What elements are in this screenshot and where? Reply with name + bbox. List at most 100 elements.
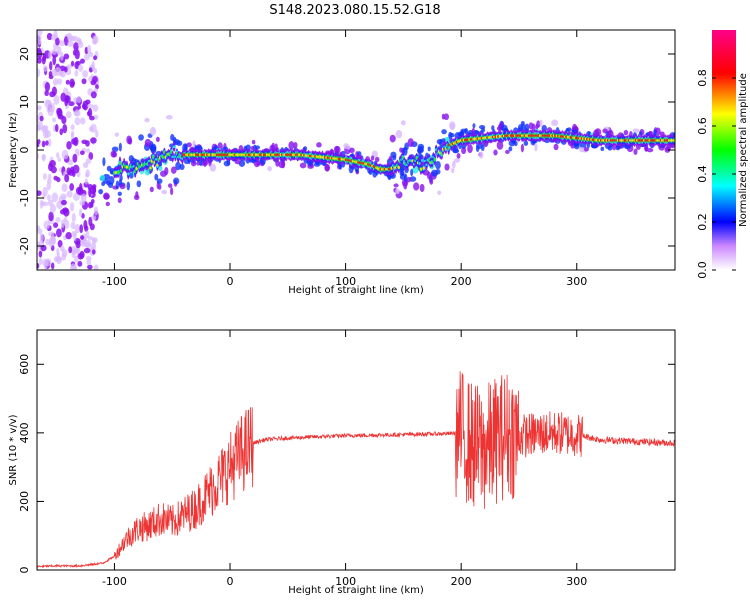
spectrogram-noise-blob bbox=[69, 201, 75, 212]
spectrogram-blob bbox=[170, 187, 174, 196]
spectrogram-ytick-label: -10 bbox=[18, 189, 31, 207]
spectrogram-blob bbox=[324, 164, 331, 172]
spectrogram-blob bbox=[480, 144, 485, 152]
spectrogram-noise-blob bbox=[87, 44, 92, 54]
spectrogram-blob bbox=[370, 155, 375, 161]
spectrogram-noise-blob bbox=[41, 55, 46, 65]
spectrogram-blob bbox=[496, 140, 504, 150]
spectrogram-blob bbox=[456, 153, 461, 159]
spectrogram-noise-blob bbox=[92, 39, 98, 45]
spectrogram-noise-blob bbox=[55, 124, 59, 132]
spectrogram-noise-blob bbox=[49, 204, 57, 213]
spectrogram-noise-blob bbox=[61, 183, 68, 193]
spectrogram-blob bbox=[553, 143, 559, 151]
spectrogram-noise-blob bbox=[43, 220, 50, 230]
spectrogram-blob bbox=[430, 169, 438, 177]
spectrogram-noise-blob bbox=[61, 149, 69, 160]
spectrogram-blob bbox=[135, 191, 139, 198]
snr-ytick-label: 200 bbox=[18, 491, 31, 512]
spectrogram-blob bbox=[167, 183, 173, 188]
spectrogram-noise-blob bbox=[93, 55, 98, 61]
spectrogram-noise-blob bbox=[49, 102, 56, 113]
spectrogram-noise-blob bbox=[37, 33, 42, 41]
spectrogram-blob bbox=[566, 127, 572, 132]
spectrogram-noise-blob bbox=[53, 175, 59, 181]
spectrogram-noise-blob bbox=[86, 148, 91, 154]
spectrogram-noise-blob bbox=[48, 231, 55, 237]
spectrogram-noise-blob bbox=[64, 97, 68, 107]
spectrogram-noise-blob bbox=[37, 142, 40, 148]
spectrogram-noise-blob bbox=[37, 57, 42, 64]
spectrogram-noise-blob bbox=[67, 40, 74, 47]
spectrogram-blob bbox=[98, 189, 104, 195]
spectrogram-blob bbox=[388, 156, 393, 161]
spectrogram-noise-blob bbox=[87, 235, 93, 241]
colorbar-tick-label: 0.0 bbox=[696, 261, 709, 279]
spectrogram-blob bbox=[399, 173, 406, 180]
spectrogram-blob bbox=[275, 160, 280, 167]
spectrogram-blob bbox=[449, 121, 456, 131]
spectrogram-blob bbox=[481, 127, 486, 133]
spectrogram-noise-blob bbox=[63, 53, 70, 60]
spectrogram-blob bbox=[114, 132, 119, 137]
spectrogram-blob bbox=[293, 142, 298, 149]
spectrogram-blob bbox=[449, 132, 455, 138]
spectrogram-noise-blob bbox=[51, 86, 57, 96]
spectrogram-blob bbox=[128, 155, 134, 163]
spectrogram-blob bbox=[129, 172, 134, 179]
spectrogram-noise-blob bbox=[79, 117, 86, 125]
spectrogram-blob bbox=[523, 140, 529, 146]
spectrogram-noise-blob bbox=[80, 58, 85, 64]
spectrogram-noise-blob bbox=[88, 187, 92, 198]
spectrogram-ridge-cell bbox=[418, 162, 421, 165]
spectrogram-noise-blob bbox=[37, 47, 42, 53]
spectrogram-noise-blob bbox=[70, 81, 75, 87]
spectrogram-noise-blob bbox=[73, 42, 79, 51]
spectrogram-noise-blob bbox=[52, 55, 57, 66]
spectrogram-image bbox=[37, 30, 675, 270]
spectrogram-blob bbox=[154, 173, 159, 181]
spectrogram-noise-blob bbox=[92, 237, 96, 245]
spectrogram-noise-blob bbox=[85, 255, 92, 261]
spectrogram-noise-blob bbox=[73, 255, 79, 263]
spectrogram-noise-blob bbox=[83, 247, 91, 254]
spectrogram-ridge-cell bbox=[430, 161, 434, 164]
spectrogram-noise-blob bbox=[60, 219, 65, 228]
spectrogram-noise-blob bbox=[55, 37, 60, 46]
spectrogram-blob bbox=[99, 174, 106, 182]
spectrogram-noise-blob bbox=[52, 78, 59, 86]
spectrogram-blob bbox=[103, 192, 110, 200]
spectrogram-blob bbox=[176, 140, 183, 146]
spectrogram-blob bbox=[410, 168, 414, 177]
spectrogram-noise-blob bbox=[53, 222, 59, 228]
spectrogram-noise-blob bbox=[45, 140, 49, 146]
figure-title: S148.2023.080.15.52.G18 bbox=[269, 3, 440, 18]
spectrogram-noise-blob bbox=[71, 212, 76, 223]
spectrogram-blob bbox=[500, 121, 504, 126]
spectrogram-noise-blob bbox=[49, 160, 56, 168]
spectrogram-blob bbox=[395, 130, 403, 139]
spectrogram-blob bbox=[105, 201, 110, 207]
spectrogram-ytick-label: 10 bbox=[18, 95, 31, 109]
spectrogram-noise-blob bbox=[91, 249, 96, 255]
colorbar-tick-label: 0.8 bbox=[696, 69, 709, 87]
spectrogram-blob bbox=[535, 123, 539, 130]
spectrogram-blob bbox=[199, 158, 203, 167]
spectrogram-blob bbox=[390, 151, 397, 159]
spectrogram-noise-blob bbox=[71, 249, 76, 259]
spectrogram-noise-blob bbox=[42, 128, 49, 139]
spectrogram-blob bbox=[413, 182, 420, 191]
spectrogram-blob bbox=[551, 119, 559, 127]
spectrogram-noise-blob bbox=[69, 183, 75, 191]
spectrogram-noise-blob bbox=[42, 125, 49, 132]
spectrogram-noise-blob bbox=[38, 257, 43, 266]
spectrogram-ridge-cell bbox=[415, 156, 419, 160]
spectrogram-noise-blob bbox=[48, 71, 53, 77]
spectrogram-noise-blob bbox=[41, 140, 46, 148]
spectrogram-noise-blob bbox=[90, 137, 97, 144]
spectrogram-blob bbox=[472, 123, 476, 129]
spectrogram-noise-blob bbox=[82, 161, 89, 169]
spectrogram-ridge-cell bbox=[135, 167, 138, 170]
spectrogram-blob bbox=[118, 142, 122, 152]
spectrogram-blob bbox=[170, 133, 175, 141]
